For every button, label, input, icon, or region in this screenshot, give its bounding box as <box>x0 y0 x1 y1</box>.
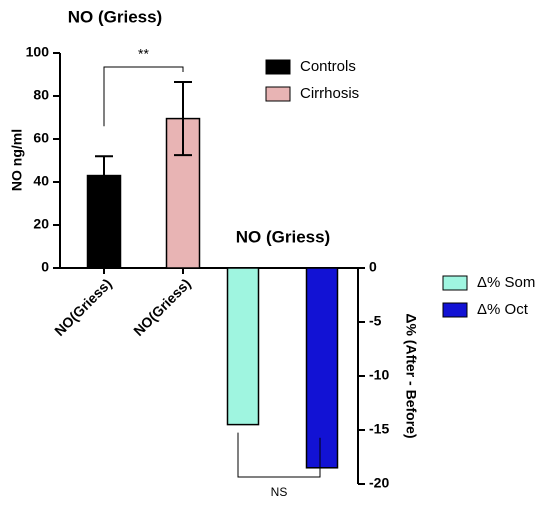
y-tick-label: 60 <box>33 130 49 146</box>
y-tick-label: 0 <box>369 259 377 275</box>
legend-swatch <box>265 86 291 102</box>
chart-title: NO (Griess) <box>236 227 330 246</box>
y-tick-label: 0 <box>41 259 49 275</box>
y-axis-label: NO ng/ml <box>9 129 25 191</box>
significance-label: ** <box>138 46 149 62</box>
legend-label: Δ% Oct <box>477 301 529 318</box>
y-tick-label: -10 <box>369 367 389 383</box>
y-axis-label: Δ% (After - Before) <box>403 313 419 438</box>
legend-swatch <box>442 275 468 291</box>
error-bar <box>174 81 192 157</box>
significance-bracket <box>237 432 321 478</box>
error-bar <box>95 155 113 196</box>
legend-swatch <box>442 302 468 318</box>
bar <box>305 267 339 469</box>
y-tick-label: 80 <box>33 87 49 103</box>
chart-title: NO (Griess) <box>68 7 162 26</box>
bar <box>165 117 201 269</box>
legend-label: Controls <box>300 58 356 75</box>
x-tick-label: NO(Griess) <box>51 275 115 339</box>
y-tick-label: 40 <box>33 173 49 189</box>
y-tick-label: -5 <box>369 313 382 329</box>
y-tick-label: 100 <box>26 44 50 60</box>
significance-label: NS <box>271 485 288 499</box>
significance-bracket <box>103 66 184 127</box>
legend-label: Δ% Som <box>477 274 535 291</box>
y-tick-label: 20 <box>33 216 49 232</box>
x-tick-label: NO(Griess) <box>130 275 194 339</box>
bar <box>226 267 260 426</box>
legend-swatch <box>265 59 291 75</box>
y-tick-label: -15 <box>369 421 389 437</box>
y-tick-label: -20 <box>369 475 389 491</box>
legend-label: Cirrhosis <box>300 85 359 102</box>
